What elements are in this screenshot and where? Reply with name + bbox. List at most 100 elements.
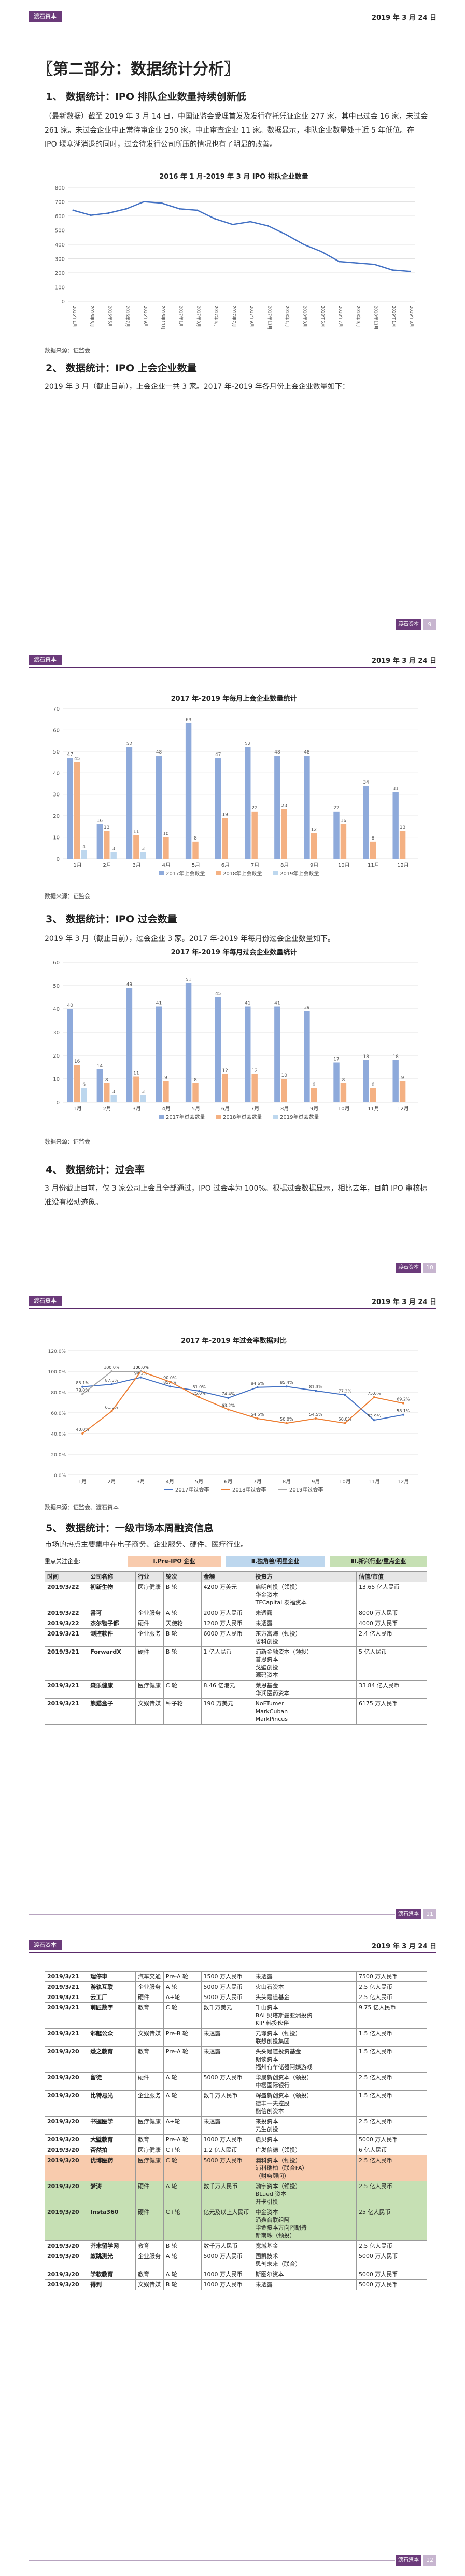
header-date: 2019 年 3 月 24 日 (372, 1298, 436, 1306)
page-number: 10 (423, 1263, 436, 1273)
table-cell: 9.75 亿人民币 (356, 2002, 428, 2029)
x-tick-label: 2017年3月 (196, 306, 201, 327)
table-cell: 文娱传媒 (135, 1698, 164, 1725)
table-cell: 杰尔物子都 (88, 1618, 136, 1629)
y-tick-label: 10 (53, 835, 60, 841)
y-tick-label: 100 (55, 285, 65, 291)
series-line (73, 201, 411, 272)
bar (104, 1083, 110, 1102)
paragraph: （最新数据）截至 2019 年 3 月 14 日，中国证监会受理首发及发行存托凭… (45, 112, 428, 149)
y-tick-label: 0.0% (54, 1473, 66, 1479)
table-cell: 2019/3/21 (44, 1628, 89, 1647)
bar (281, 1079, 287, 1102)
x-tick-label: 8月 (280, 862, 289, 869)
bar-value-label: 10 (163, 832, 169, 837)
data-label: 54.5% (309, 1412, 322, 1417)
table-cell: 邻趣公众 (88, 2028, 136, 2047)
y-tick-label: 400 (55, 242, 65, 248)
data-point (143, 201, 145, 202)
data-point (315, 1417, 317, 1420)
bar-value-label: 41 (156, 1001, 162, 1006)
table-cell: 5000 万人民币 (201, 1992, 253, 2003)
bar (251, 1074, 258, 1102)
table-cell: A 轮 (163, 2269, 202, 2280)
table-cell: 2019/3/20 (44, 2240, 89, 2251)
chart-svg: 0.0% 20.0% 40.0% 60.0% 80.0% 100.0% 120.0% 85.1… (48, 1349, 418, 1493)
table-cell: B 轮 (163, 1582, 202, 1608)
table-cell: Pre-A 轮 (163, 2046, 202, 2073)
table-cell: 教育 (135, 2002, 164, 2029)
bar-value-label: 10 (281, 1073, 288, 1078)
chart-title: 2017 年-2019 年每月上会企业数量统计 (171, 695, 297, 703)
bar-value-label: 16 (74, 1059, 80, 1064)
bar (392, 792, 399, 859)
bar-value-label: 31 (392, 787, 398, 792)
bar-value-label: 3 (112, 847, 115, 852)
table-header-cell: 时间 (44, 1571, 89, 1582)
table-row: 2019/3/20 得到 文娱传媒 B 轮 1000 万人民币 未透露 5000 万人民币 (44, 2279, 428, 2290)
table-cell: 硬件 (135, 1618, 164, 1629)
table-cell: 国凯技术 思创未来（联合） (252, 2251, 357, 2269)
table-cell: 2.4 亿人民币 (356, 1628, 428, 1647)
table-row: 2019/3/20 Insta360 硬件 C+轮 亿元及以上人民币 中金资本 涌鑫台联组… (44, 2207, 428, 2241)
table-row: 2019/3/20 比特易光 企业服务 A 轮数千万人民币 辉盛新创资本（领投） 德丰一… (44, 2090, 428, 2117)
bar (67, 758, 73, 859)
x-tick-label: 9月 (310, 1106, 318, 1112)
data-point (402, 1402, 404, 1405)
table-cell: 天使轮 (163, 1618, 202, 1629)
table-header-cell: 金额 (201, 1571, 253, 1582)
x-tick-label: 2018年1月 (285, 306, 290, 327)
table-cell: 2000 万人民币 (201, 1608, 253, 1618)
table-cell: A 轮 (163, 2090, 202, 2117)
source-note: 数据来源：证监会 (45, 893, 90, 900)
bar (370, 1088, 376, 1102)
x-tick-label: 11月 (368, 1479, 380, 1485)
chart-title: 2017 年-2019 年每月过会企业数量统计 (171, 949, 297, 957)
y-tick-label: 700 (55, 200, 65, 206)
data-point (338, 261, 340, 263)
header-date: 2019 年 3 月 24 日 (372, 14, 436, 22)
table-cell: 否然拍 (88, 2145, 136, 2155)
x-tick-label: 12月 (397, 862, 409, 869)
table-cell: 6000 万人民币 (201, 1628, 253, 1647)
table-cell: 企业服务 (135, 1608, 164, 1618)
table-cell: A 轮 (163, 2181, 202, 2207)
x-tick-label: 2018年5月 (320, 306, 326, 327)
bar (340, 1083, 347, 1102)
data-label: 69.2% (397, 1397, 410, 1402)
data-label: 81.0% (192, 1385, 206, 1390)
table-cell: Pre-A 轮 (163, 2134, 202, 2145)
data-label: 100.0% (104, 1365, 120, 1370)
table-cell: 2.5 亿人民币 (356, 2116, 428, 2135)
table-cell: 2019/3/22 (44, 1582, 89, 1608)
table-cell: 未透露 (201, 2046, 253, 2073)
y-tick-label: 600 (55, 214, 65, 220)
table-row: 2019/3/21 熊猫盒子 文娱传媒 种子轮 190 万美元 NoFTumer Mark… (44, 1698, 428, 1725)
table-cell: Pre-B 轮 (163, 2028, 202, 2047)
legend-label: 2019年过会数量 (280, 1113, 319, 1120)
table-row: 2019/3/21 萌匠数字 教育 C 轮数千万美元 千山资本 BAI 贝塔斯曼亚洲投资… (44, 2002, 428, 2029)
bar-value-label: 17 (333, 1057, 339, 1062)
table-row: 2019/3/20 书握医学 医疗健康 A+轮 未透露 来投资本 元生创投 2.5 亿人民币 (44, 2116, 428, 2135)
table-cell: 33.84 亿人民币 (356, 1680, 428, 1699)
bar-value-label: 40 (67, 1003, 74, 1008)
table-cell: 医疗健康 (135, 1680, 164, 1699)
table-row: 2019/3/20 芥末留学网 教育 B 轮数千万人民币 宽城基金 2.5 亿人民币 (44, 2240, 428, 2251)
legend-label: 2019年过会率 (289, 1486, 323, 1493)
table-cell: 优博医药 (88, 2155, 136, 2181)
table-cell: 2.5 亿人民币 (356, 1981, 428, 1992)
y-tick-label: 70 (53, 706, 60, 712)
legend-swatch (159, 871, 164, 875)
legend-label: 2017年过会数量 (166, 1113, 205, 1120)
footer-logo: 渡石资本 (396, 1909, 421, 1919)
data-label: 94.2% (134, 1371, 148, 1376)
table-cell: 亿元及以上人民币 (201, 2207, 253, 2241)
data-point (81, 1393, 84, 1395)
bar-value-label: 16 (97, 819, 103, 824)
table-cell: 1.5 亿人民币 (356, 2028, 428, 2047)
table-row: 2019/3/22 初新生物 医疗健康 B 轮 4200 万美元 启明创投（领投） 华金资… (44, 1582, 428, 1608)
y-tick-label: 60.0% (51, 1411, 66, 1416)
table-cell: 测控软件 (88, 1628, 136, 1647)
bar-value-label: 3 (112, 1090, 115, 1095)
bar-value-label: 9 (401, 1076, 404, 1081)
